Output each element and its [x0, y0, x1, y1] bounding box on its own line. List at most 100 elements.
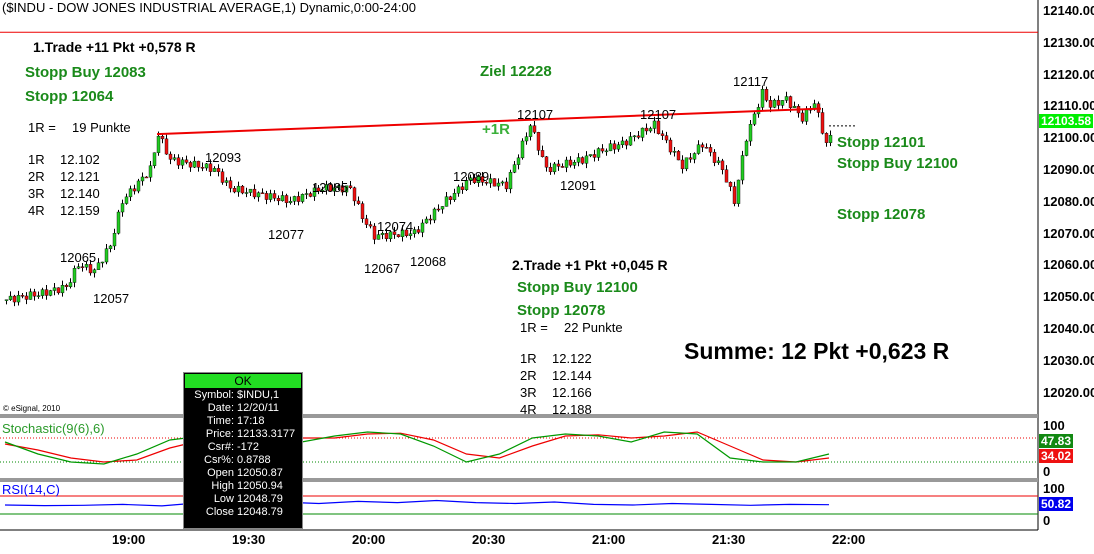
stoch-k-line — [4, 431, 830, 465]
stoch-d-line — [4, 431, 830, 463]
trade2-title: 2.Trade +1 Pkt +0,045 R — [512, 257, 668, 273]
rsi-badge: 50.82 — [1039, 497, 1074, 511]
candle — [288, 201, 293, 204]
candle — [124, 196, 129, 204]
stoch-tick-100: 100 — [1043, 418, 1065, 433]
x-tick: 19:00 — [112, 532, 146, 547]
candle — [140, 176, 145, 182]
candle — [428, 218, 433, 221]
candle — [72, 268, 77, 283]
candle — [624, 140, 629, 146]
candle — [788, 96, 793, 108]
candle — [528, 125, 533, 137]
trade1-level-value: 12.140 — [60, 186, 100, 201]
summary-label: Summe: 12 Pkt +0,623 R — [684, 338, 950, 364]
candle — [468, 177, 473, 181]
candle — [716, 160, 721, 163]
candle — [412, 229, 417, 235]
candle — [148, 165, 153, 178]
trade1-r-value: 19 Punkte — [72, 120, 131, 135]
candle — [460, 186, 465, 190]
candle — [344, 185, 349, 193]
candle — [568, 159, 573, 166]
candle — [172, 157, 177, 160]
candle — [320, 189, 325, 192]
candle — [212, 168, 217, 172]
candle — [152, 152, 157, 166]
candle — [248, 188, 253, 193]
y-tick: 12020.00 — [1043, 384, 1094, 400]
x-tick: 19:30 — [232, 532, 266, 547]
candle — [664, 135, 669, 141]
candle — [676, 151, 681, 161]
tooltip-ok-button[interactable]: OK — [185, 374, 301, 388]
candle — [16, 295, 21, 303]
y-tick: 12110.00 — [1043, 98, 1094, 114]
tooltip-row: Close 12048.79 — [205, 506, 283, 518]
price-label: 12085 — [312, 180, 349, 195]
candle — [672, 151, 677, 153]
trade2-level-name: 3R — [520, 385, 537, 400]
trade2-level-value: 12.166 — [552, 385, 592, 400]
candle — [440, 206, 445, 210]
x-tick: 22:00 — [832, 532, 866, 547]
candle — [308, 193, 313, 197]
candle — [276, 198, 281, 202]
candle — [400, 229, 405, 238]
candle — [496, 182, 501, 187]
candle — [84, 264, 89, 268]
candle — [476, 176, 481, 183]
candle — [80, 266, 85, 268]
tooltip-row: Price: 12133.3177 — [205, 428, 296, 440]
candle — [352, 187, 357, 202]
candle — [316, 187, 321, 192]
candle — [256, 192, 261, 198]
y-tick: 12040.00 — [1043, 321, 1094, 336]
candle — [768, 100, 773, 108]
candle — [424, 218, 429, 224]
candle — [472, 177, 477, 183]
candle — [772, 99, 777, 108]
candle — [388, 231, 393, 240]
panel-separator — [0, 478, 1038, 482]
candle — [632, 135, 637, 138]
candle — [524, 136, 529, 142]
candle — [436, 208, 441, 211]
candle — [180, 159, 185, 166]
tooltip-row: Low 12048.79 — [213, 493, 283, 505]
tooltip-row: High 12050.94 — [211, 480, 283, 492]
trade1-level-value: 12.159 — [60, 203, 100, 218]
candle — [744, 140, 749, 156]
trade2-stop: Stopp 12078 — [517, 302, 606, 319]
candle — [576, 157, 581, 163]
trade2-stop-buy: Stopp Buy 12100 — [517, 279, 638, 296]
candle — [504, 181, 509, 190]
candle — [420, 222, 425, 233]
candle — [356, 200, 361, 204]
candle — [480, 176, 485, 183]
price-label: 12074 — [377, 219, 414, 234]
candle — [92, 269, 97, 274]
candle — [792, 105, 797, 108]
candle — [784, 96, 789, 101]
candle — [268, 193, 273, 200]
candle — [252, 188, 257, 198]
candle — [312, 187, 317, 197]
trade1-level-value: 12.102 — [60, 152, 100, 167]
candle — [752, 113, 757, 125]
candle — [156, 135, 161, 153]
x-tick: 21:30 — [712, 532, 746, 547]
stochastic-label: Stochastic(9(6),6) — [2, 421, 105, 436]
candle — [372, 225, 377, 240]
tooltip-row: Open 12050.87 — [207, 467, 283, 479]
candle — [232, 188, 237, 193]
price-label: 12057 — [93, 291, 130, 306]
candle — [544, 156, 549, 168]
y-tick: 12080.00 — [1043, 193, 1094, 209]
price-label: 12089 — [453, 169, 490, 184]
candle — [260, 192, 265, 194]
trendline — [156, 107, 822, 136]
chart-title: ($INDU - DOW JONES INDUSTRIAL AVERAGE,1)… — [2, 0, 416, 15]
candle — [628, 136, 633, 146]
